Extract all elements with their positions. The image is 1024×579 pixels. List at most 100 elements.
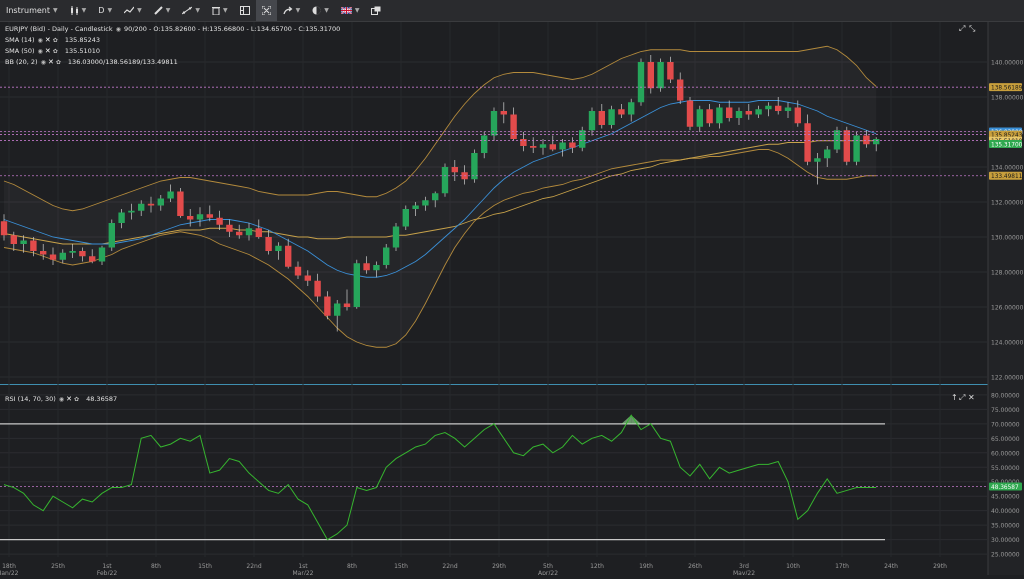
candle	[706, 104, 713, 127]
candle-body	[471, 153, 478, 180]
restore-panel-icon[interactable]: ⤡	[969, 24, 976, 33]
layout-button[interactable]	[234, 0, 256, 21]
candle-body	[118, 212, 125, 223]
rsi-tick-label: 65.00000	[991, 436, 1020, 443]
lines-menu[interactable]: ▼	[176, 0, 206, 21]
rsi-tick-label: 70.00000	[991, 421, 1020, 428]
time-tick-label: 8th	[151, 563, 161, 570]
close-panel-icon[interactable]: ✕	[968, 393, 975, 402]
maximize-panel-icon[interactable]: ⤢	[959, 24, 966, 33]
candle-body	[530, 146, 537, 148]
candle	[177, 188, 184, 218]
time-tick-sublabel: Apr/22	[538, 570, 558, 575]
candle	[539, 139, 547, 155]
chart-area[interactable]: 140.00000138.00000136.00000134.00000132.…	[0, 22, 1024, 577]
candle-body	[794, 107, 801, 124]
candle-body	[490, 111, 498, 136]
candle-body	[510, 114, 517, 139]
candle	[0, 214, 8, 241]
gear-icon[interactable]: ✿	[55, 59, 61, 66]
rsi-current-label: 48.36587	[989, 482, 1022, 491]
indicators-menu[interactable]: ▼	[118, 0, 148, 21]
instrument-menu[interactable]: Instrument ▼	[0, 0, 64, 21]
remove-indicator-icon[interactable]: ✕	[66, 395, 72, 403]
layout-icon	[239, 6, 250, 15]
eye-icon[interactable]: ◉	[115, 26, 121, 33]
candle	[422, 196, 429, 211]
chevron-down-icon: ▼	[107, 7, 113, 14]
candle-body	[559, 142, 566, 150]
candle	[637, 58, 645, 106]
rsi-label: RSI (14, 70, 30)	[5, 395, 56, 403]
time-tick-label: 29th	[933, 563, 947, 570]
candle	[559, 139, 566, 157]
timeframe-menu[interactable]: D ▼	[92, 0, 118, 21]
eye-icon[interactable]: ◉	[37, 48, 43, 55]
remove-indicator-icon[interactable]: ✕	[44, 47, 51, 55]
candle	[863, 130, 870, 148]
candle-body	[187, 216, 194, 220]
remove-indicator-icon[interactable]: ✕	[44, 36, 51, 44]
candle	[89, 249, 96, 264]
gear-icon[interactable]: ✿	[73, 396, 80, 403]
candle-body	[608, 109, 615, 125]
candle-body	[814, 158, 821, 162]
time-tick-label: 8th	[347, 563, 357, 570]
candle	[373, 261, 380, 278]
price-tick-label: 124.00000	[991, 340, 1024, 347]
fullscreen-button[interactable]	[255, 0, 277, 21]
time-tick-label: 15th	[394, 563, 408, 570]
candle	[441, 163, 449, 197]
candle	[157, 195, 164, 211]
candle-body	[0, 221, 8, 236]
remove-indicator-icon[interactable]: ✕	[47, 58, 54, 66]
sma50-value: 135.51010	[64, 47, 101, 55]
candle	[804, 114, 811, 166]
candle-body	[49, 254, 57, 260]
theme-menu[interactable]: ▼	[306, 0, 335, 21]
sma14-line	[3, 100, 877, 278]
candle	[285, 238, 292, 269]
popout-button[interactable]	[365, 0, 387, 21]
candle-body	[647, 62, 654, 89]
chevron-down-icon: ▼	[222, 7, 228, 14]
gear-icon[interactable]: ✿	[52, 37, 58, 44]
candle-body	[549, 144, 556, 150]
candle-body	[765, 105, 772, 110]
candle-body	[716, 107, 723, 124]
candle	[138, 200, 145, 216]
candle	[206, 205, 213, 222]
candle	[98, 245, 106, 265]
time-tick-label: 12th	[590, 563, 604, 570]
candle-body	[216, 217, 223, 225]
price-chart-svg[interactable]: 140.00000138.00000136.00000134.00000132.…	[0, 22, 1024, 577]
delete-menu[interactable]: ▼	[206, 0, 234, 21]
eye-icon[interactable]: ◉	[40, 59, 46, 66]
drawing-tools-menu[interactable]: ▼	[148, 0, 177, 21]
candle	[824, 146, 831, 167]
chart-type-menu[interactable]: ▼	[64, 0, 93, 21]
candle	[569, 137, 576, 153]
rsi-label-box	[989, 482, 1022, 491]
candle-body	[196, 214, 204, 220]
candle	[343, 289, 351, 311]
share-menu[interactable]: ▼	[277, 0, 307, 21]
candle	[392, 223, 400, 251]
chevron-down-icon: ▼	[354, 7, 360, 14]
time-tick-label: 15th	[198, 563, 212, 570]
candle	[814, 153, 821, 185]
eye-icon[interactable]: ◉	[58, 396, 65, 403]
pencil-icon	[153, 6, 163, 15]
ohlc-readout: 90/200 - O:135.82600 - H:135.66800 - L:1…	[124, 25, 341, 33]
candle-body	[775, 105, 782, 111]
language-menu[interactable]: ▼	[335, 0, 366, 21]
sma50-legend: SMA (50) ◉ ✕ ✿ 135.51010	[5, 47, 100, 55]
rsi-line	[3, 414, 877, 541]
candle	[510, 107, 517, 141]
candle-body	[412, 205, 419, 209]
eye-icon[interactable]: ◉	[37, 37, 43, 44]
move-up-icon[interactable]: ↑	[951, 393, 958, 402]
maximize-panel-icon[interactable]: ⤢	[959, 393, 966, 402]
candle	[402, 205, 409, 230]
gear-icon[interactable]: ✿	[52, 48, 58, 55]
